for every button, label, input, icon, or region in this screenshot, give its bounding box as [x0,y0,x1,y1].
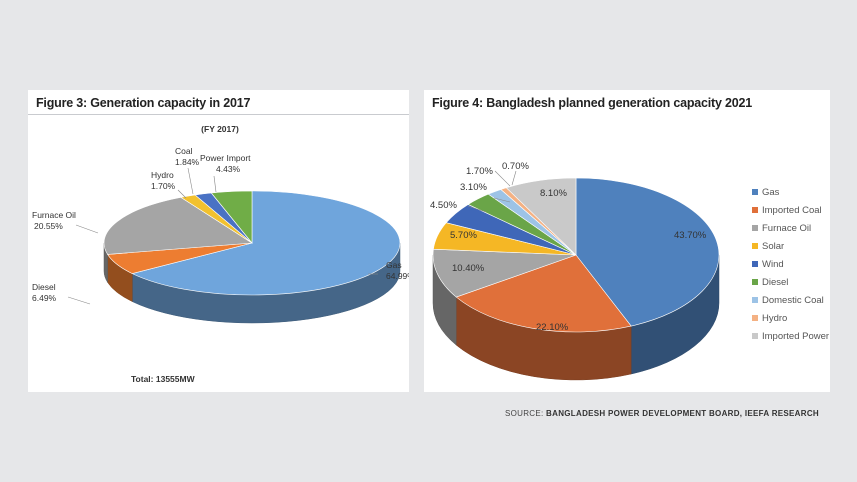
figure4-legend-label-imported-power: Imported Power [762,331,829,342]
figure4-value-imported-coal: 22.10% [536,322,569,333]
chart3-slice-power-import [210,190,253,244]
figure3-leader-hydro [177,189,187,199]
figure4-legend-swatch-wind [752,261,758,267]
figure4-leader-hydro [511,170,517,186]
figure4-legend-label-solar: Solar [762,241,784,252]
figure4-leader-wind [467,205,487,213]
figure3-value-gas: 64.99% [386,271,409,281]
figure3-title-rule [28,114,409,115]
figure3-subtitle: (FY 2017) [201,124,239,134]
figure4-leader-diesel [493,197,511,203]
figure4-pie-chart: 43.70% 22.10% 10.40% 5.70% 4.50%3.10% 1.70% 0.… [430,161,829,381]
figure4-legend-label-diesel: Diesel [762,277,788,288]
figure3-leader-power-import [213,175,217,193]
chart3-slice-gas [131,190,401,296]
figure4-legend-label-furnace-oil: Furnace Oil [762,223,811,234]
figure3-label-furnace-oil: Furnace Oil [32,210,76,220]
source-text: BANGLADESH POWER DEVELOPMENT BOARD, IEEF… [546,409,819,418]
figure4-legend-label-hydro: Hydro [762,313,787,324]
figure3-label-diesel: Diesel [32,282,56,292]
figure4-legend-swatch-diesel [752,279,758,285]
figure3-label-power-import: Power Import [200,153,251,163]
chart4-slice-imported-coal [455,254,632,333]
figure4-value-hydro: 0.70% [502,161,529,172]
figure3-title: Figure 3: Generation capacity in 2017 [36,96,251,110]
figure4-value-gas: 43.70% [674,230,707,241]
figure3-value-diesel: 6.49% [32,293,57,303]
figure4-legend-swatch-furnace-oil [752,225,758,231]
figure3-label-hydro: Hydro [151,170,174,180]
figure3-label-gas: Gas [386,260,402,270]
figure4-value-diesel: 3.10% [460,182,487,193]
figure4-legend-swatch-solar [752,243,758,249]
figure3-leader-furnace-oil [75,224,99,234]
chart4-slice-gas [575,177,720,327]
figure4-value-imported-power: 8.10% [540,188,567,199]
chart4-slice-furnace-oil [432,248,577,298]
figure4-leader-domestic-coal [494,170,511,187]
source-prefix: SOURCE: [504,409,544,418]
figure3-value-power-import: 4.43% [216,164,241,174]
figure4-legend-label-imported-coal: Imported Coal [762,205,822,216]
figure4-legend-swatch-imported-coal [752,207,758,213]
figure3-leader-coal [187,167,194,195]
figure3-value-coal: 1.84% [175,157,200,167]
figure4-value-domestic-coal: 1.70% [466,166,493,177]
figure4-legend-label-wind: Wind [762,259,784,270]
figure4-panel: Figure 4: Bangladesh planned generation … [424,90,830,392]
figure3-label-coal: Coal [175,146,193,156]
chart3-slice-furnace-oil [103,197,253,255]
figure3-total-label: Total: 13555MW [131,374,196,384]
source-note: SOURCE: BANGLADESH POWER DEVELOPMENT BOA… [505,409,819,418]
figure3-value-hydro: 1.70% [151,181,176,191]
figure4-legend-swatch-domestic-coal [752,297,758,303]
figure4-value-furnace-oil: 10.40% [452,263,485,274]
figure4-legend-label-gas: Gas [762,187,780,198]
figure4-title: Figure 4: Bangladesh planned generation … [432,96,753,110]
figure4-value-wind: 4.50% [430,200,457,211]
figure4-legend-swatch-hydro [752,315,758,321]
figure4-legend-label-domestic-coal: Domestic Coal [762,295,824,306]
figure4-legend-swatch-gas [752,189,758,195]
figure3-leader-diesel [67,296,91,305]
chart4-slice-imported-power [505,177,577,256]
figure4-legend-swatch-imported-power [752,333,758,339]
figure3-panel: Figure 3: Generation capacity in 2017 (F… [28,90,409,392]
figure3-value-furnace-oil: 20.55% [34,221,63,231]
figure4-value-solar: 5.70% [450,230,477,241]
